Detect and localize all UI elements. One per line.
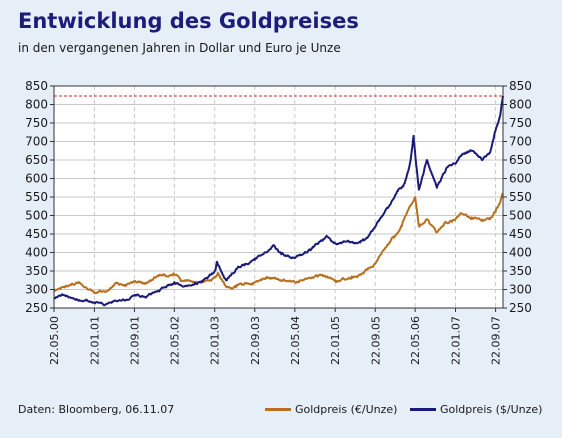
y-tick-label-right: 750: [509, 116, 532, 130]
y-tick-label-right: 700: [509, 135, 532, 149]
y-tick-label-left: 250: [25, 301, 48, 315]
x-tick-label: 22.05.06: [409, 316, 422, 365]
chart-title: Entwicklung des Goldpreises: [18, 9, 359, 33]
y-tick-label-left: 350: [25, 264, 48, 278]
legend-swatch-usd: [410, 408, 436, 411]
legend-swatch-eur: [265, 408, 291, 411]
x-tick-label: 22.01.03: [209, 316, 222, 365]
plot-frame: [53, 85, 504, 309]
x-tick-label: 22.09.07: [490, 316, 503, 365]
y-tick-label-right: 800: [509, 98, 532, 112]
y-tick-label-left: 450: [25, 227, 48, 241]
y-tick-label-right: 250: [509, 301, 532, 315]
legend-label-usd: Goldpreis ($/Unze): [440, 403, 543, 416]
x-tick-label: 22.09.01: [128, 316, 141, 365]
y-tick-label-left: 400: [25, 246, 48, 260]
x-tick-label: 22.05.02: [168, 316, 181, 365]
y-tick-label-left: 600: [25, 172, 48, 186]
x-tick-label: 22.05.00: [48, 316, 61, 365]
y-tick-label-left: 750: [25, 116, 48, 130]
y-tick-label-right: 600: [509, 172, 532, 186]
y-tick-label-right: 850: [509, 79, 532, 93]
y-tick-label-right: 400: [509, 246, 532, 260]
x-tick-label: 22.09.05: [369, 316, 382, 365]
y-tick-label-right: 300: [509, 283, 532, 297]
series-line-eur: [53, 192, 504, 295]
y-tick-label-right: 350: [509, 264, 532, 278]
legend-item-eur: Goldpreis (€/Unze): [265, 403, 397, 416]
series-line-usd: [53, 95, 504, 307]
y-tick-label-right: 650: [509, 153, 532, 167]
x-tick-label: 22.01.05: [329, 316, 342, 365]
y-tick-label-right: 500: [509, 209, 532, 223]
y-tick-label-right: 550: [509, 190, 532, 204]
legend-item-usd: Goldpreis ($/Unze): [410, 403, 542, 416]
y-tick-label-left: 300: [25, 283, 48, 297]
x-tick-label: 22.01.07: [450, 316, 463, 365]
y-tick-label-left: 650: [25, 153, 48, 167]
chart-subtitle: in den vergangenen Jahren in Dollar und …: [18, 41, 341, 55]
data-source: Daten: Bloomberg, 06.11.07: [18, 403, 175, 416]
y-tick-label-left: 550: [25, 190, 48, 204]
y-tick-label-left: 700: [25, 135, 48, 149]
legend-label-eur: Goldpreis (€/Unze): [295, 403, 398, 416]
y-tick-label-right: 450: [509, 227, 532, 241]
x-tick-label: 22.01.01: [88, 316, 101, 365]
x-tick-label: 22.09.03: [249, 316, 262, 365]
y-tick-label-left: 850: [25, 79, 48, 93]
y-tick-label-left: 500: [25, 209, 48, 223]
y-tick-label-left: 800: [25, 98, 48, 112]
x-tick-label: 22.05.04: [289, 316, 302, 365]
